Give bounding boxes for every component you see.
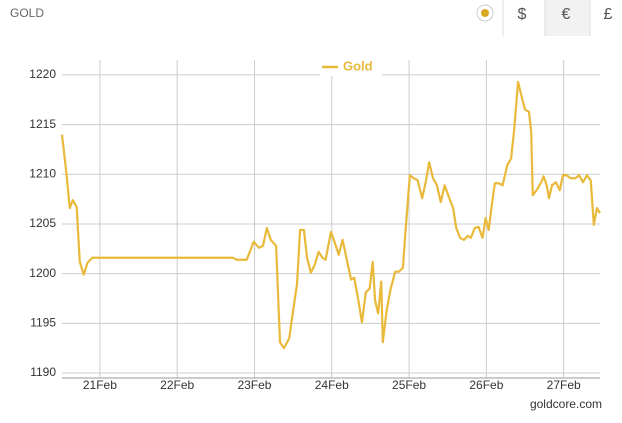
x-tick-label: 25Feb: [392, 378, 426, 392]
series-line: [60, 80, 601, 350]
legend-label: Gold: [343, 58, 373, 73]
y-tick-label: 1220: [29, 67, 56, 81]
y-tick-label: 1190: [30, 365, 56, 379]
x-tick-label: 26Feb: [469, 378, 503, 392]
currency-gbp[interactable]: £: [604, 6, 613, 23]
toggle-dot: [481, 9, 489, 17]
y-tick-label: 1215: [29, 117, 56, 131]
legend-bg: [320, 58, 382, 76]
credit: goldcore.com: [530, 397, 602, 411]
currency-eur[interactable]: €: [562, 6, 571, 23]
y-tick-label: 1205: [29, 216, 56, 230]
x-tick-label: 27Feb: [547, 378, 581, 392]
y-tick-label: 1195: [30, 316, 56, 330]
plot: 1190 1195 1200 1205 1210 1215 1220 21Feb 22Feb 23…: [29, 58, 601, 392]
header-label: GOLD: [10, 6, 44, 20]
x-tick-label: 22Feb: [160, 378, 194, 392]
currency-tab-active[interactable]: [545, 0, 590, 36]
currency-usd[interactable]: $: [518, 6, 527, 23]
x-tick-label: 24Feb: [315, 378, 349, 392]
x-tick-label: 23Feb: [237, 378, 271, 392]
x-tick-label: 21Feb: [83, 378, 117, 392]
y-tick-label: 1210: [29, 166, 56, 180]
y-tick-label: 1200: [29, 266, 56, 280]
